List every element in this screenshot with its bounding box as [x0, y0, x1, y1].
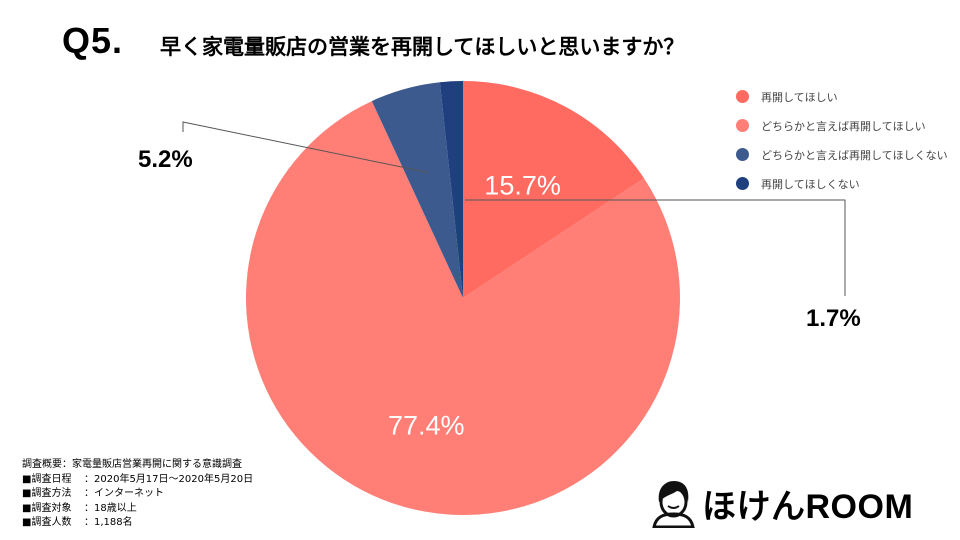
chart-legend: 再開してほしい どちらかと言えば再開してほしい どちらかと言えば再開してほしくな… [736, 82, 948, 198]
legend-swatch [736, 148, 749, 161]
legend-swatch [736, 119, 749, 132]
survey-row: ■調査対象 ：18歳以上 [22, 502, 253, 517]
survey-value: ：18歳以上 [84, 502, 137, 514]
legend-swatch [736, 90, 749, 103]
legend-label: 再開してほしい [761, 90, 838, 104]
survey-value: ：2020年5月17日～2020年5月20日 [84, 473, 254, 485]
pie-slice-label: 15.7% [484, 170, 561, 200]
legend-label: 再開してほしくない [761, 177, 860, 191]
question-title: 早く家電量販店の営業を再開してほしいと思いますか？ [160, 35, 685, 59]
data-label-1-7: 1.7% [806, 305, 861, 332]
pie-slice [245, 101, 680, 516]
legend-item: どちらかと言えば再開してほしくない [736, 140, 948, 169]
person-avatar-icon [652, 481, 695, 528]
survey-row: ■調査日程 ：2020年5月17日～2020年5月20日 [22, 473, 253, 488]
survey-key: ■調査対象 [22, 502, 72, 514]
brand-logo: ほけんROOM [650, 478, 913, 528]
pie-slice-label: 77.4% [388, 411, 465, 441]
survey-row: ■調査人数 ：1,188名 [22, 516, 253, 531]
survey-value: ：1,188名 [84, 517, 133, 528]
survey-value: ：インターネット [84, 488, 164, 499]
survey-key: ■調査人数 [22, 517, 72, 528]
logo-text: ほけんROOM [702, 487, 914, 526]
legend-label: どちらかと言えば再開してほしい [761, 119, 926, 133]
survey-key: ■調査方法 [22, 488, 72, 499]
leader-line [182, 121, 429, 174]
survey-overview: 調査概要：家電量販店営業再開に関する意識調査 ■調査日程 ：2020年5月17日～… [22, 458, 253, 531]
survey-key: ■調査日程 [22, 473, 72, 485]
pie-slice [463, 81, 644, 298]
legend-swatch [736, 177, 749, 190]
legend-label: どちらかと言えば再開してほしくない [761, 148, 948, 162]
legend-item: 再開してほしい [736, 82, 948, 111]
pie-slice [371, 82, 463, 298]
pie-slice [439, 81, 463, 298]
survey-row: ■調査方法 ：インターネット [22, 487, 253, 502]
legend-item: 再開してほしくない [736, 169, 948, 198]
data-label-5-2: 5.2% [138, 146, 193, 173]
leader-line [465, 199, 846, 296]
question-number: Q5. [62, 20, 124, 61]
legend-item: どちらかと言えば再開してほしい [736, 111, 948, 140]
survey-title: 調査概要：家電量販店営業再開に関する意識調査 [22, 459, 242, 470]
